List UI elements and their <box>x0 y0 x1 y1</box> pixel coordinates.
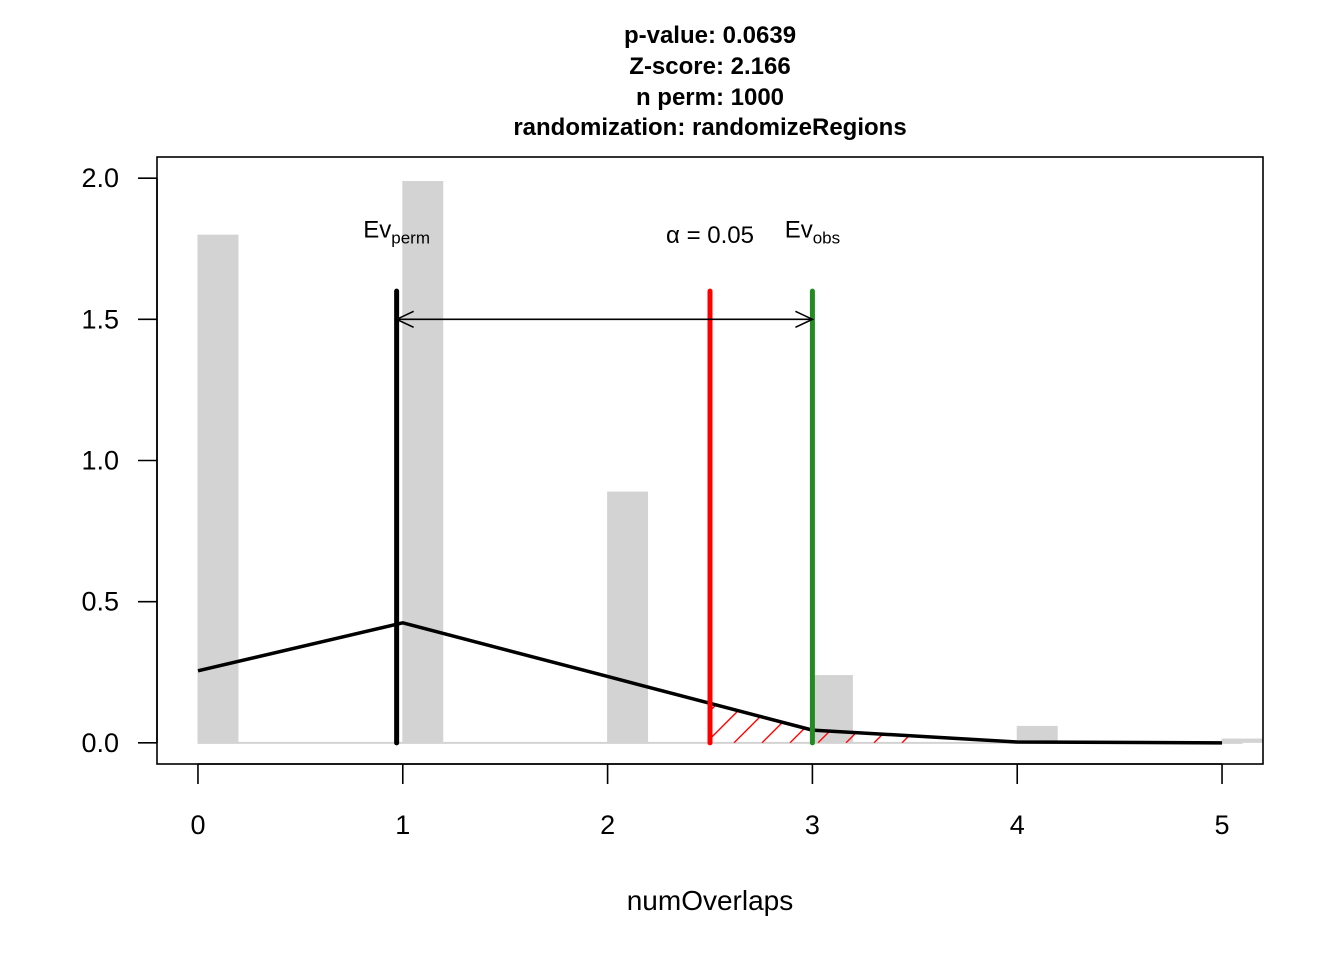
histogram-bar <box>402 180 444 743</box>
arrow-head-right <box>795 310 815 329</box>
histogram-bars <box>197 180 1263 744</box>
y-tick-label: 2.0 <box>81 163 119 193</box>
histogram-bar <box>1221 738 1263 743</box>
ev-obs-label: Evobs <box>785 216 840 247</box>
histogram-bar <box>197 234 239 743</box>
title-n-perm: n perm: 1000 <box>636 84 784 111</box>
x-tick-label: 2 <box>600 810 615 840</box>
x-tick-label: 4 <box>1010 810 1025 840</box>
title-p-value: p-value: 0.0639 <box>624 22 796 49</box>
hatch-line <box>710 703 711 743</box>
hatch-line <box>901 703 915 743</box>
hatch-line <box>930 683 990 743</box>
x-tick-label: 5 <box>1215 810 1230 840</box>
y-axis: 0.0 0.5 1.0 1.5 2.0 <box>81 163 158 758</box>
difference-arrow <box>394 310 815 329</box>
histogram-bar <box>607 491 649 743</box>
ev-perm-label: Evperm <box>363 216 430 247</box>
y-tick-label: 0.0 <box>81 728 119 758</box>
arrow-head-left <box>394 310 414 329</box>
annotations: Evperm α = 0.05 Evobs <box>363 216 840 249</box>
hatch-line <box>710 703 767 743</box>
y-tick-label: 1.5 <box>81 304 119 334</box>
x-tick-label: 3 <box>805 810 820 840</box>
histogram-bar <box>1016 725 1058 743</box>
x-tick-label: 0 <box>190 810 205 840</box>
y-tick-label: 0.5 <box>81 587 119 617</box>
title-randomization: randomization: randomizeRegions <box>513 114 906 141</box>
x-axis-label: numOverlaps <box>627 885 794 916</box>
chart-title: p-value: 0.0639 Z-score: 2.166 n perm: 1… <box>513 22 906 141</box>
x-tick-label: 1 <box>395 810 410 840</box>
x-axis: 0 1 2 3 4 5 <box>190 763 1230 840</box>
title-z-score: Z-score: 2.166 <box>629 53 790 80</box>
reference-lines <box>394 288 815 746</box>
alpha-label: α = 0.05 <box>666 222 754 249</box>
y-tick-label: 1.0 <box>81 446 119 476</box>
hatch-line <box>958 683 1018 743</box>
